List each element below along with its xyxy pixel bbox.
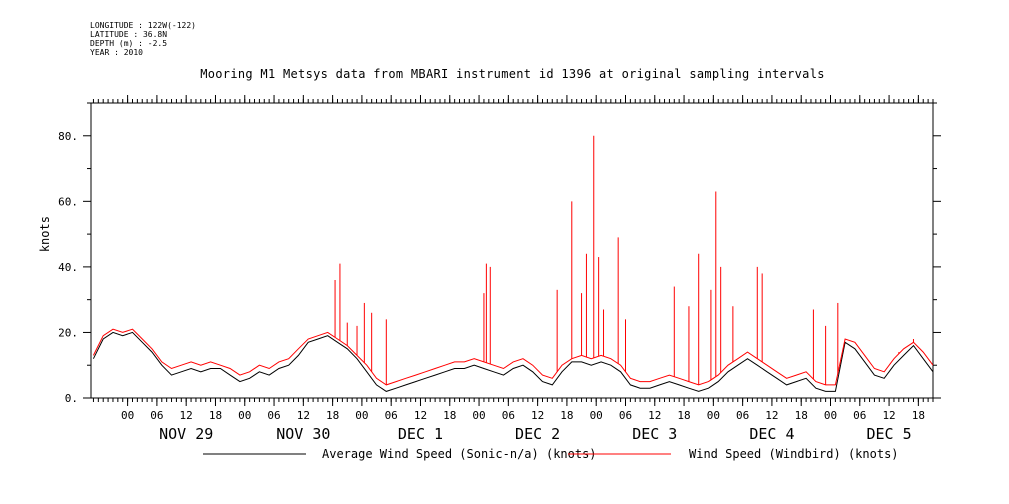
- axes-layer: 00 06 12 18 00 06 12 18 00 06 12 18 00 06 12 18 00 06 12 18…: [38, 95, 941, 443]
- series-line-sonic: [92, 331, 934, 392]
- y-tick-label: 20.: [58, 326, 78, 339]
- latitude-label: LATITUDE : 36.8N: [90, 30, 168, 39]
- x-tick-label: 06: [736, 409, 749, 422]
- x-tick-label: 12: [648, 409, 661, 422]
- x-tick-label: 12: [414, 409, 427, 422]
- x-tick-label: 18: [209, 409, 222, 422]
- day-label: NOV 29: [159, 425, 213, 443]
- series-layer: [92, 135, 934, 392]
- y-tick-label: 60.: [58, 195, 78, 208]
- chart-title: Mooring M1 Metsys data from MBARI instru…: [200, 67, 825, 81]
- y-tick-label: 0.: [65, 392, 78, 405]
- x-tick-label: 06: [150, 409, 163, 422]
- x-tick-label: 06: [619, 409, 632, 422]
- x-tick-label: 00: [355, 409, 368, 422]
- legend-label-sonic: Average Wind Speed (Sonic-n/a) (knots): [322, 447, 597, 461]
- y-axis-label: knots: [38, 216, 52, 252]
- x-tick-label: 06: [267, 409, 280, 422]
- x-tick-label: 06: [502, 409, 515, 422]
- day-label: DEC 5: [866, 425, 911, 443]
- x-tick-label: 06: [853, 409, 866, 422]
- legend-label-windbird: Wind Speed (Windbird) (knots): [689, 447, 899, 461]
- day-label: DEC 3: [632, 425, 677, 443]
- day-label: DEC 1: [398, 425, 443, 443]
- x-tick-label: 00: [238, 409, 251, 422]
- x-tick-label: 18: [795, 409, 808, 422]
- x-tick-label: 18: [912, 409, 925, 422]
- x-tick-label: 12: [765, 409, 778, 422]
- longitude-label: LONGITUDE : 122W(-122): [90, 21, 196, 30]
- day-label: DEC 2: [515, 425, 560, 443]
- depth-label: DEPTH (m) : -2.5: [90, 39, 168, 48]
- x-tick-label: 12: [531, 409, 544, 422]
- y-tick-label: 40.: [58, 261, 78, 274]
- plot-border: [90, 102, 934, 399]
- x-tick-label: 18: [443, 409, 456, 422]
- x-tick-label: 18: [326, 409, 339, 422]
- x-tick-label: 06: [385, 409, 398, 422]
- x-tick-label: 12: [297, 409, 310, 422]
- x-tick-label: 00: [707, 409, 720, 422]
- x-tick-label: 00: [472, 409, 485, 422]
- x-tick-label: 12: [882, 409, 895, 422]
- metadata-block: LONGITUDE : 122W(-122) LATITUDE : 36.8N …: [90, 21, 196, 57]
- x-tick-label: 00: [824, 409, 837, 422]
- x-tick-label: 00: [121, 409, 134, 422]
- day-label: DEC 4: [749, 425, 794, 443]
- series-line-windbird: [92, 328, 934, 386]
- x-tick-label: 00: [590, 409, 603, 422]
- plot-frame: [90, 102, 934, 399]
- year-label: YEAR : 2010: [90, 48, 143, 57]
- x-tick-label: 18: [677, 409, 690, 422]
- legend: Average Wind Speed (Sonic-n/a) (knots) Wi…: [203, 447, 899, 461]
- x-tick-label: 18: [560, 409, 573, 422]
- x-tick-label: 12: [180, 409, 193, 422]
- y-tick-label: 80.: [58, 130, 78, 143]
- day-label: NOV 30: [276, 425, 330, 443]
